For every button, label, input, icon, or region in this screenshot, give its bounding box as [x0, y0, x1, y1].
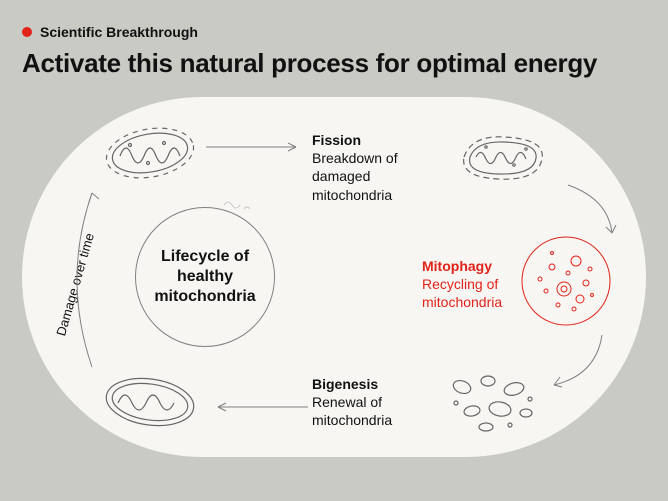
center-label: Lifecycle of healthy mitochondria [146, 247, 264, 307]
center-circle: Lifecycle of healthy mitochondria [135, 207, 275, 347]
arrow-new-to-healthy-icon [60, 187, 110, 371]
kicker-text: Scientific Breakthrough [40, 24, 198, 40]
cycle-capsule: Lifecycle of healthy mitochondria Damage… [22, 97, 646, 457]
mitochondrion-damaged-icon [452, 127, 552, 183]
mitochondrion-new-icon [100, 373, 200, 431]
stage-bigenesis-title: Bigenesis [312, 375, 442, 393]
stage-fission: Fission Breakdown of damaged mitochondri… [312, 131, 442, 204]
arrow-fission-to-mitophagy-icon [562, 181, 622, 241]
stage-bigenesis-desc: Renewal of mitochondria [312, 393, 442, 429]
stage-bigenesis: Bigenesis Renewal of mitochondria [312, 375, 442, 430]
kicker-row: Scientific Breakthrough [22, 24, 646, 40]
mitophagy-vesicle-icon [518, 233, 614, 329]
page-title: Activate this natural process for optima… [22, 48, 646, 79]
stage-fission-desc: Breakdown of damaged mitochondria [312, 149, 442, 204]
biogenesis-fragments-icon [442, 367, 542, 437]
mitochondrion-healthy-icon [100, 123, 200, 183]
stage-fission-title: Fission [312, 131, 442, 149]
arrow-bigenesis-to-new-icon [208, 397, 308, 417]
kicker-dot-icon [22, 27, 32, 37]
arrow-mitophagy-to-bigenesis-icon [546, 329, 610, 393]
arrow-healthy-to-fission-icon [206, 137, 306, 157]
page-root: Scientific Breakthrough Activate this na… [0, 0, 668, 501]
debris-squiggle-icon [222, 195, 262, 215]
